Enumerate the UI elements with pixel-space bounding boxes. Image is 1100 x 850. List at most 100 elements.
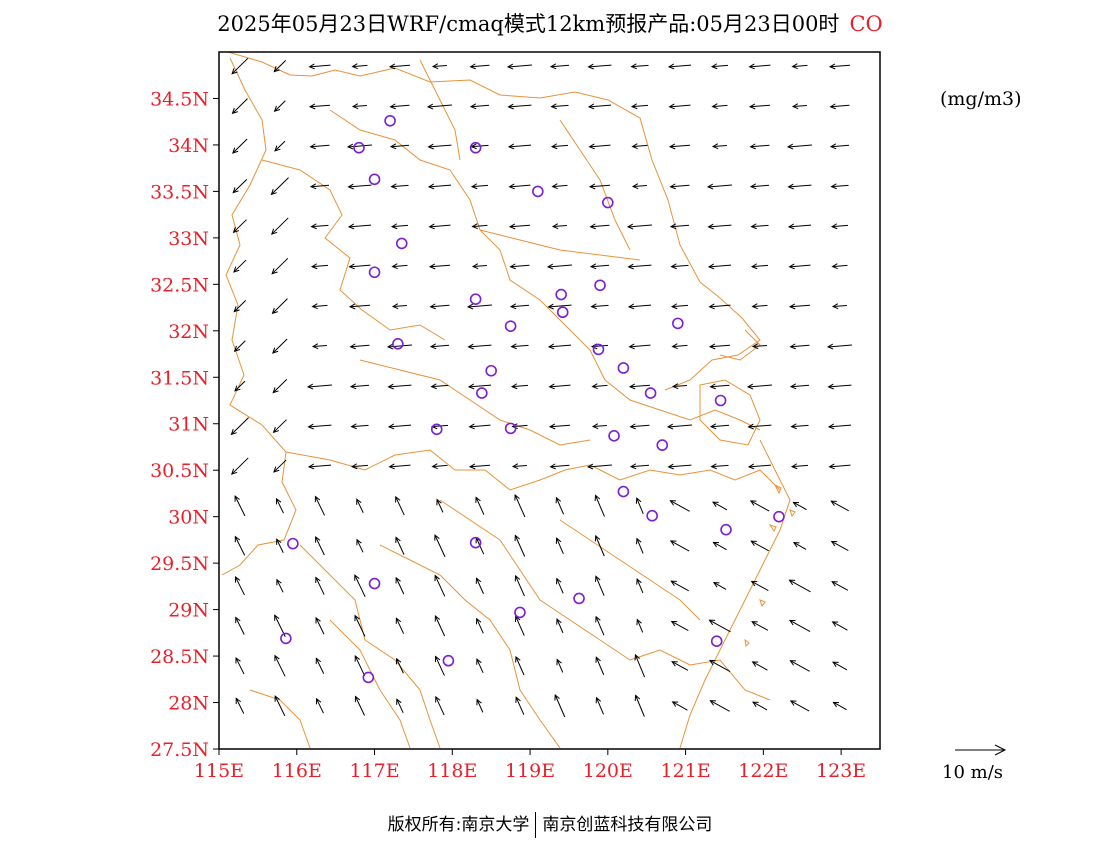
wind-arrow-head: [787, 183, 794, 190]
wind-arrow-head: [506, 63, 514, 70]
wind-arrow: [390, 104, 410, 108]
wind-arrow: [592, 424, 608, 428]
lat-label: 31N: [168, 414, 209, 436]
wind-arrow-head: [307, 463, 315, 470]
reference-label: 10 m/s: [942, 762, 1003, 783]
copyright-left: 版权所有:南京大学: [387, 815, 530, 835]
wind-arrow: [708, 224, 732, 228]
wind-arrow: [790, 660, 810, 672]
station-marker: [617, 485, 630, 498]
reference-arrow-head: [994, 744, 1007, 756]
wind-arrow-head: [790, 423, 797, 430]
wind-arrow: [710, 424, 730, 428]
wind-arrow-head: [712, 541, 720, 548]
wind-arrow: [273, 459, 287, 473]
wind-arrow-head: [231, 68, 238, 75]
wind-arrow: [468, 344, 492, 348]
wind-arrow: [751, 224, 769, 228]
wind-arrow-head: [434, 655, 441, 663]
wind-arrow-head: [670, 580, 677, 587]
wind-arrow: [831, 540, 849, 552]
wind-arrow-head: [310, 223, 317, 230]
wind-arrow-head: [275, 497, 282, 505]
wind-arrow-head: [395, 617, 402, 624]
wind-arrow: [388, 384, 412, 388]
wind-arrow: [789, 264, 811, 268]
station-marker: [485, 364, 497, 377]
wind-arrow-head: [476, 698, 482, 706]
wind-arrow: [710, 384, 730, 388]
wind-arrow-head: [589, 263, 597, 270]
wind-arrow-head: [746, 383, 754, 390]
wind-arrow: [432, 64, 448, 68]
wind-arrow-head: [627, 263, 634, 270]
wind-arrow-head: [272, 347, 279, 354]
wind-arrow: [507, 64, 533, 68]
wind-arrow-head: [475, 617, 482, 625]
wind-arrow-head: [670, 263, 677, 270]
wind-arrow-head: [346, 143, 354, 150]
wind-arrow: [272, 298, 288, 314]
lat-label: 33N: [168, 228, 209, 250]
wind-arrow-head: [507, 143, 515, 150]
wind-arrow: [272, 338, 288, 354]
wind-arrow-head: [234, 535, 241, 543]
wind-arrow: [476, 658, 484, 674]
wind-arrow: [750, 144, 770, 148]
wind-arrow-head: [709, 383, 716, 390]
wind-arrow: [429, 264, 451, 268]
wind-arrow-head: [395, 657, 402, 665]
wind-arrow: [832, 264, 848, 268]
wind-arrow-head: [708, 659, 716, 666]
wind-arrow: [312, 344, 328, 348]
wind-arrow: [347, 144, 373, 148]
wind-arrow: [711, 64, 729, 68]
wind-arrow-head: [588, 183, 596, 190]
wind-arrow: [829, 64, 851, 68]
lon-label: 120E: [583, 760, 633, 782]
wind-arrow-head: [395, 536, 401, 544]
wind-arrow-head: [273, 66, 280, 73]
wind-arrow-head: [748, 103, 756, 110]
wind-arrow-head: [712, 501, 719, 508]
wind-arrow-head: [434, 574, 440, 582]
wind-arrow: [388, 424, 412, 428]
lat-label: 34N: [168, 135, 209, 157]
wind-arrow: [315, 617, 325, 635]
wind-arrow: [556, 659, 564, 673]
wind-arrow: [430, 304, 450, 308]
wind-arrow: [556, 538, 564, 554]
wind-arrow-head: [388, 463, 395, 470]
wind-arrow-head: [556, 577, 562, 585]
wind-arrow: [435, 656, 445, 676]
wind-arrow: [790, 384, 810, 388]
wind-arrow: [747, 384, 773, 388]
wind-arrow-head: [789, 700, 797, 706]
wind-arrow-head: [548, 423, 556, 430]
lon-label: 115E: [194, 760, 244, 782]
wind-arrow: [547, 264, 573, 268]
wind-arrow-head: [630, 103, 638, 110]
coastline-zhejiang: [679, 439, 791, 749]
wind-arrow-head: [469, 63, 476, 70]
wind-arrow-head: [546, 263, 554, 270]
station-marker: [368, 173, 381, 186]
wind-arrow-head: [789, 343, 796, 350]
wind-arrow: [828, 424, 852, 428]
station-marker: [469, 141, 482, 154]
wind-arrow-head: [272, 387, 279, 394]
map-title: 2025年05月23日WRF/cmaq模式12km预报产品:05月23日00时 C…: [0, 8, 1100, 38]
wind-arrow-head: [831, 621, 839, 627]
station-marker: [555, 288, 567, 301]
wind-arrow: [589, 144, 611, 148]
wind-arrow: [831, 500, 849, 512]
wind-arrow: [671, 304, 689, 308]
station-marker: [287, 537, 299, 550]
wind-arrow-head: [750, 223, 757, 230]
wind-arrow: [510, 304, 530, 308]
wind-arrow: [429, 224, 451, 228]
wind-arrow: [427, 104, 453, 108]
wind-arrow-head: [314, 495, 321, 503]
wind-arrow: [511, 344, 529, 348]
station-marker: [720, 523, 732, 536]
